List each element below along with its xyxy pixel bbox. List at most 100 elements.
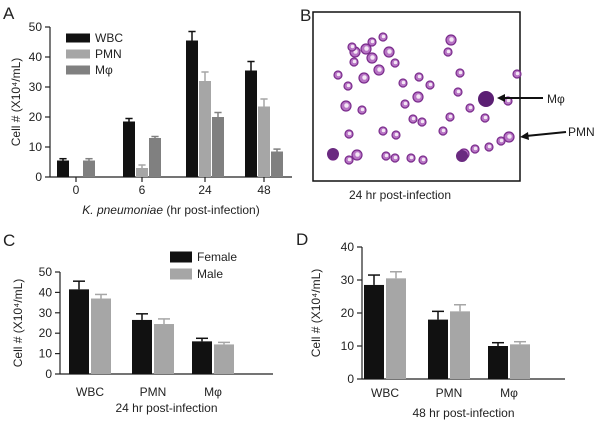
panel-label-c: C [3,231,15,250]
pmn-cell-center [449,37,454,42]
pmn-cell-center [448,114,453,119]
pmn-cell-center [350,44,355,49]
chart-c-bar-male-2 [214,344,234,374]
chart-a-bar-m-1 [149,138,161,177]
pmn-cell-center [346,83,351,88]
pmn-cell-center [381,128,386,133]
pmn-cell-center [499,138,504,143]
pmn-cell-center [507,134,512,139]
chart-a-y-tick-label: 10 [29,140,43,154]
pmn-cell-center [428,82,433,87]
pmn-cell-center [387,49,392,54]
chart-a-bar-pmn-3 [258,106,270,177]
chart-panel-d: 0 10 20 30 40 Cell # (X10⁴/mL) 48 hr post-infe… [309,240,565,420]
pmn-cell-center [456,89,461,94]
macrophage-cell [456,150,468,162]
panel-label-b: B [300,6,311,25]
pmn-cell-center [377,67,382,72]
pmn-cell-center [370,39,375,44]
pmn-cell-center [403,101,408,106]
chart-d-y-tick-label: 10 [341,339,355,353]
chart-a-bar-m-3 [271,151,283,177]
chart-d-bar-female-0 [364,284,384,379]
pmn-cell-center [362,75,367,80]
pmn-cell-center [381,34,386,39]
pmn-cell-center [347,157,352,162]
chart-c-y-tick-label: 30 [39,306,53,320]
chart-c-bar-female-2 [192,341,212,374]
chart-c-x-axis-label: 24 hr post-infection [115,401,217,415]
chart-d-x-axis-label: 48 hr post-infection [412,406,514,420]
chart-a-y-axis-label: Cell # (X10⁴/mL) [9,58,23,147]
pmn-cell-center [458,70,463,75]
chart-d-x-tick-label: WBC [371,386,399,400]
pmn-cell-center [364,46,369,51]
cell-field [327,32,522,165]
chart-a-y-tick-label: 20 [29,110,43,124]
macrophage-label: Mφ [547,92,565,106]
chart-a-legend-label: WBC [95,31,123,45]
pmn-label: PMN [568,125,595,139]
chart-c-y-tick-label: 20 [39,326,53,340]
chart-a-y-tick-label: 50 [29,20,43,34]
pmn-cell-center [416,94,421,99]
chart-a-x-tick-label: 48 [257,183,271,197]
chart-d-x-tick-label: PMN [436,386,463,400]
pmn-cell-center [336,72,341,77]
chart-a-legend-swatch [66,49,90,59]
pmn-cell-center [355,152,360,157]
pmn-cell-center [468,105,473,110]
pmn-cell-center [441,128,446,133]
chart-a-bar-pmn-2 [199,81,211,177]
chart-a-x-axis-label: K. pneumoniae (hr post-infection) [82,203,259,217]
chart-d-y-tick-label: 40 [341,240,355,254]
pmn-cell-center [483,115,488,120]
chart-d-y-axis-label: Cell # (X10⁴/mL) [309,269,323,358]
pmn-cell-center [417,74,422,79]
pmn-cell-center [401,80,406,85]
chart-d-y-tick-label: 30 [341,273,355,287]
pmn-cell-center [420,119,425,124]
chart-d-bar-male-2 [510,344,530,379]
chart-a-x-tick-label: 6 [139,183,146,197]
chart-c-y-tick-label: 0 [45,367,52,381]
pmn-cell-center [409,155,414,160]
chart-a-bar-wbc-1 [123,121,135,177]
pmn-arrow [525,131,567,137]
chart-d-y-tick-label: 20 [341,306,355,320]
micrograph-caption: 24 hr post-infection [349,188,451,202]
chart-c-y-tick-label: 40 [39,285,53,299]
chart-a-bar-wbc-0 [57,160,69,177]
macrophage-cell [478,91,494,107]
chart-c-y-tick-label: 10 [39,347,53,361]
chart-d-bar-male-0 [386,278,406,379]
pmn-cell-center [421,157,426,162]
chart-c-bar-female-1 [132,319,152,374]
chart-a-x-axis-label-species: K. pneumoniae [82,203,166,217]
chart-a-x-tick-label: 0 [73,183,80,197]
chart-c-x-tick-label: PMN [140,385,167,399]
chart-a-x-tick-label: 24 [198,183,212,197]
chart-a-x-axis-label-unit: (hr post-infection) [166,203,259,217]
pmn-cell-center [446,49,451,54]
chart-a-bar-m-0 [83,160,95,177]
pmn-arrowhead [520,132,529,140]
chart-d-x-tick-label: Mφ [500,386,518,400]
chart-c-legend-label: Male [197,267,223,281]
pmn-cell-center [506,98,511,103]
chart-c-y-axis-label: Cell # (X10⁴/mL) [11,279,25,368]
pmn-cell-center [384,153,389,158]
chart-c-legend-label: Female [197,250,237,264]
chart-panel-a: 0 10 20 30 40 50 Cell # (X10⁴/mL) K. pneumoniae… [9,20,292,217]
pmn-cell-center [393,155,398,160]
pmn-cell-center [393,60,398,65]
chart-d-y-tick-label: 0 [347,372,354,386]
chart-a-y-tick-label: 0 [35,170,42,184]
macrophage-arrowhead [497,94,505,102]
chart-c-y-tick-label: 50 [39,265,53,279]
chart-c-bar-male-1 [154,324,174,374]
chart-a-legend-swatch [66,65,90,75]
pmn-cell-center [394,132,399,137]
chart-c-legend-swatch [170,268,192,280]
